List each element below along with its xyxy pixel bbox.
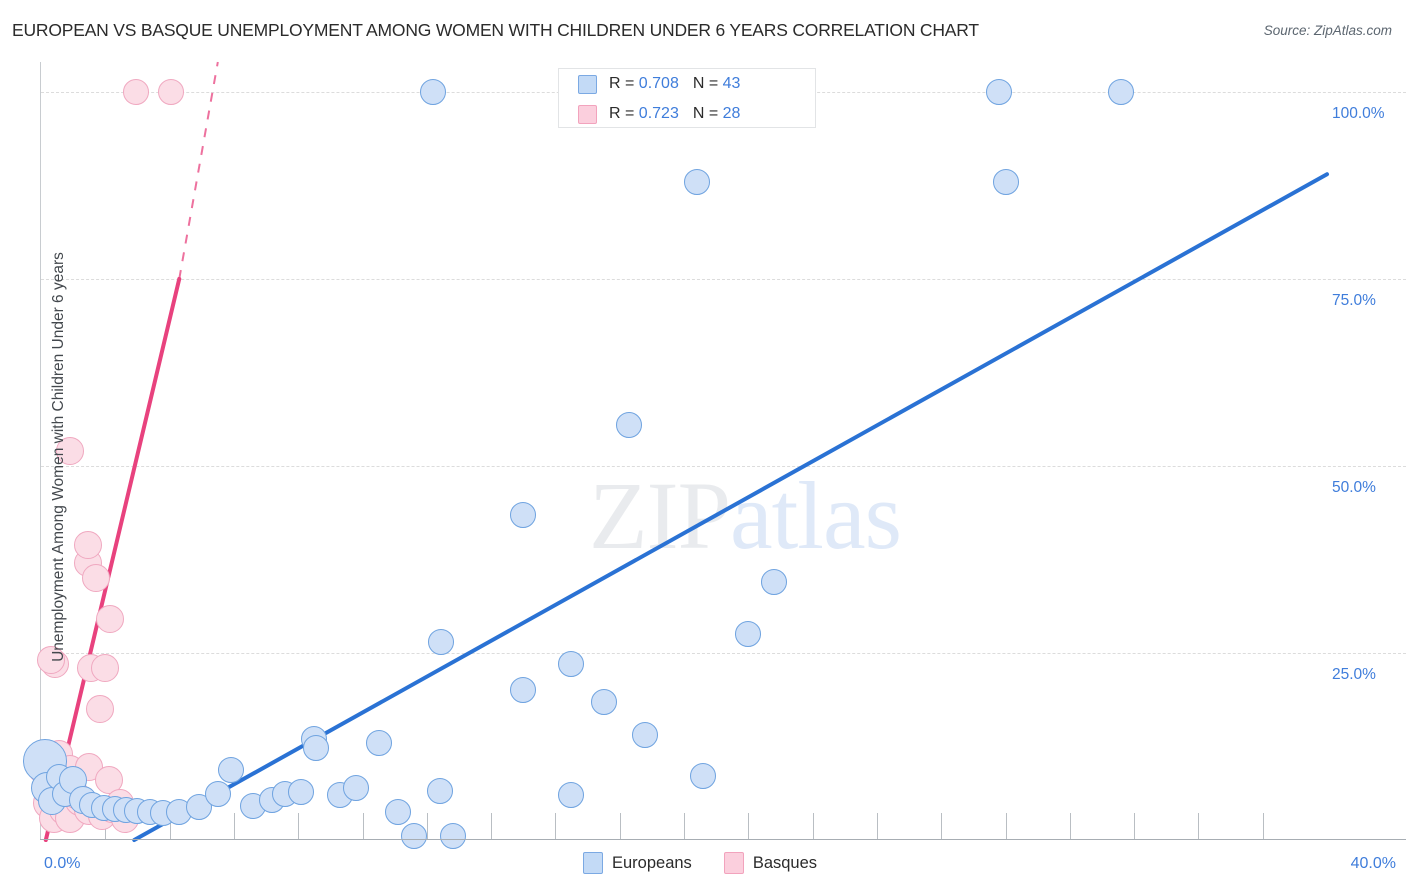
y-axis-tick-label: 100.0%: [1332, 104, 1385, 122]
data-point-europeans[interactable]: [683, 168, 710, 195]
x-axis-tick: [233, 813, 235, 839]
x-axis-min-label: 0.0%: [44, 855, 81, 872]
x-axis-tick: [876, 813, 878, 839]
data-point-europeans[interactable]: [558, 651, 585, 678]
x-axis-tick: [619, 813, 621, 839]
y-axis-tick-label: 25.0%: [1332, 665, 1376, 683]
n-value-basques: 28: [722, 105, 741, 122]
data-point-basques[interactable]: [73, 530, 102, 559]
data-point-basques[interactable]: [55, 437, 84, 465]
data-point-europeans[interactable]: [420, 78, 447, 105]
x-axis-tick: [491, 813, 493, 839]
data-point-europeans[interactable]: [590, 688, 617, 715]
data-point-europeans[interactable]: [400, 822, 427, 849]
stats-row-basques: R = 0.723 N = 28: [559, 99, 815, 129]
legend-item-europeans[interactable]: Europeans: [583, 852, 692, 874]
x-axis-tick: [1069, 813, 1071, 839]
data-point-basques[interactable]: [36, 646, 65, 675]
r-value-europeans: 0.708: [638, 75, 679, 92]
x-axis-tick: [812, 813, 814, 839]
data-point-europeans[interactable]: [761, 568, 788, 595]
correlation-stats-box: R = 0.708 N = 43 R = 0.723 N = 28: [558, 68, 816, 128]
data-point-basques[interactable]: [158, 78, 185, 105]
gridline: [41, 278, 1406, 280]
data-point-europeans[interactable]: [616, 411, 643, 438]
x-axis-tick: [1134, 813, 1136, 839]
page-title: EUROPEAN VS BASQUE UNEMPLOYMENT AMONG WO…: [12, 20, 979, 40]
zipatlas-watermark: ZIPatlas: [589, 460, 902, 571]
data-point-europeans[interactable]: [288, 779, 315, 806]
stats-swatch-europeans: [578, 74, 597, 94]
data-point-europeans[interactable]: [510, 501, 537, 528]
watermark-zip: ZIP: [589, 462, 731, 569]
x-axis-tick: [1262, 813, 1264, 839]
data-point-basques[interactable]: [122, 78, 149, 105]
plot-area: ZIPatlas Unemployment Among Women with C…: [22, 61, 1406, 849]
y-axis-tick-label: 75.0%: [1332, 291, 1376, 309]
data-point-europeans[interactable]: [992, 168, 1019, 195]
x-axis-tick: [298, 813, 300, 839]
data-point-europeans[interactable]: [632, 722, 659, 749]
x-axis-tick: [362, 813, 364, 839]
series-legend: Europeans Basques: [583, 852, 817, 874]
data-point-europeans[interactable]: [735, 621, 762, 648]
gridline: [41, 652, 1406, 654]
x-axis-tick: [748, 813, 750, 839]
x-axis-tick: [555, 813, 557, 839]
stats-row-europeans: R = 0.708 N = 43: [559, 69, 815, 99]
y-axis-tick-label: 50.0%: [1332, 478, 1376, 496]
trendline-extension-basques: [178, 61, 219, 280]
legend-label-europeans: Europeans: [612, 853, 692, 872]
r-value-basques: 0.723: [638, 105, 679, 122]
x-axis-tick: [1005, 813, 1007, 839]
x-axis-line: [40, 839, 1406, 840]
data-point-europeans[interactable]: [204, 781, 231, 808]
data-point-basques[interactable]: [91, 653, 120, 682]
chart-header: EUROPEAN VS BASQUE UNEMPLOYMENT AMONG WO…: [0, 0, 1406, 48]
data-point-europeans[interactable]: [426, 778, 453, 805]
data-point-europeans[interactable]: [428, 628, 455, 655]
x-axis-tick: [941, 813, 943, 839]
x-axis-max-label: 40.0%: [1350, 855, 1396, 872]
y-axis-title: Unemployment Among Women with Children U…: [50, 252, 67, 662]
data-point-europeans[interactable]: [384, 799, 411, 826]
stats-swatch-basques: [578, 104, 597, 124]
data-point-basques[interactable]: [86, 695, 115, 724]
x-axis-tick: [426, 813, 428, 839]
legend-swatch-basques: [723, 852, 744, 874]
data-point-europeans[interactable]: [558, 782, 585, 809]
stats-text-europeans: R = 0.708 N = 43: [609, 75, 741, 92]
stats-text-basques: R = 0.723 N = 28: [609, 105, 741, 122]
legend-swatch-europeans: [583, 852, 603, 874]
data-point-basques[interactable]: [96, 605, 125, 634]
legend-item-basques[interactable]: Basques: [723, 852, 818, 874]
data-point-europeans[interactable]: [510, 677, 537, 704]
x-axis-tick: [684, 813, 685, 839]
n-value-europeans: 43: [722, 75, 741, 92]
data-point-europeans[interactable]: [217, 757, 244, 784]
data-point-europeans[interactable]: [690, 763, 717, 790]
data-point-europeans[interactable]: [439, 822, 466, 849]
watermark-atlas: atlas: [730, 462, 902, 569]
data-point-europeans[interactable]: [365, 729, 392, 756]
data-point-europeans[interactable]: [302, 734, 329, 761]
source-attribution: Source: ZipAtlas.com: [1263, 23, 1392, 38]
data-point-europeans[interactable]: [1108, 78, 1135, 105]
x-axis-tick: [1198, 813, 1200, 839]
legend-label-basques: Basques: [752, 853, 818, 872]
data-point-europeans[interactable]: [343, 774, 370, 801]
data-point-europeans[interactable]: [986, 78, 1013, 105]
data-point-basques[interactable]: [82, 564, 111, 593]
